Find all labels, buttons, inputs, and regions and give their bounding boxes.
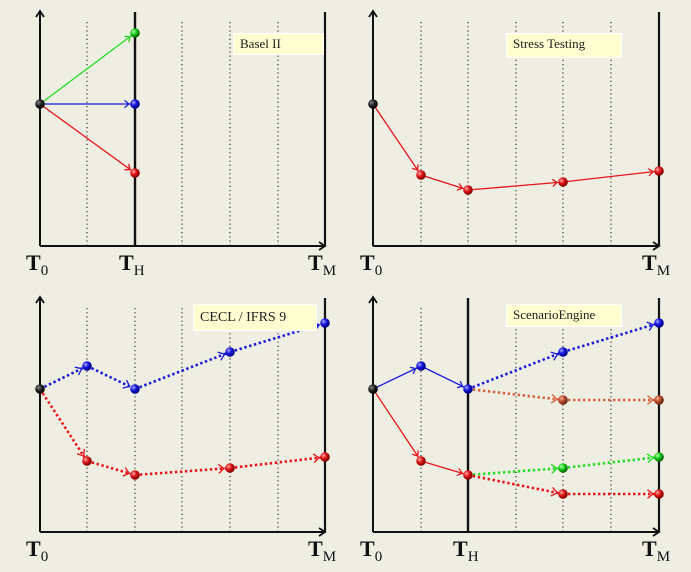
axis-label-t0: T0 (360, 252, 382, 282)
t0-symbol: T (360, 250, 375, 275)
data-point-green (130, 28, 140, 38)
data-point-blue (320, 318, 330, 328)
data-point-green (558, 463, 568, 473)
series-segment-red-history (372, 388, 422, 462)
series-segment-blue-history (420, 365, 469, 390)
t0-subscript: 0 (374, 263, 383, 279)
panel-title-scenario-engine: ScenarioEngine (506, 304, 622, 327)
panel-title-cecl-ifrs9: CECL / IFRS 9 (193, 304, 317, 331)
series-segment-down (39, 103, 136, 174)
tm-subscript: M (322, 263, 337, 279)
series-segment-blue-branch-down (467, 387, 564, 402)
data-point-blue (130, 384, 140, 394)
series-segment-blue-branch-up (467, 350, 564, 391)
axis-label-th: TH (453, 538, 479, 568)
data-point-red (463, 470, 473, 480)
data-point-red (558, 489, 568, 499)
data-point-blue (82, 361, 92, 371)
data-point-red (558, 177, 568, 187)
y-axis-arrow-icon (35, 9, 45, 18)
data-point-red (130, 470, 140, 480)
t0-symbol: T (360, 536, 375, 561)
origin-point (35, 99, 45, 109)
origin-point (368, 384, 378, 394)
data-point-blue (463, 384, 473, 394)
series-segment-upside (229, 321, 326, 354)
series-segment-downside (86, 459, 136, 477)
data-point-red (654, 166, 664, 176)
data-point-red (463, 185, 473, 195)
axis-label-th: TH (119, 252, 145, 282)
data-point-red (416, 170, 426, 180)
data-point-blue (130, 99, 140, 109)
tm-subscript: M (656, 263, 671, 279)
series-segment-red-branch-up (467, 466, 564, 477)
t0-subscript: 0 (374, 549, 383, 565)
data-point-red (320, 452, 330, 462)
t0-symbol: T (26, 536, 41, 561)
tm-subscript: M (322, 549, 337, 565)
t0-subscript: 0 (40, 263, 49, 279)
axis-label-t0: T0 (26, 538, 48, 568)
tm-symbol: T (642, 250, 657, 275)
data-point-red (82, 456, 92, 466)
data-point-blue (225, 347, 235, 357)
data-point-green (654, 452, 664, 462)
panel-title-basel-ii: Basel II (233, 33, 324, 55)
series-segment-upside (39, 364, 88, 391)
series-segment-upside (86, 364, 136, 391)
series-segment-upside (134, 350, 231, 391)
series-segment-stress (562, 170, 660, 183)
tm-subscript: M (656, 549, 671, 565)
series-segment-blue-history (372, 365, 422, 390)
origin-point (368, 99, 378, 109)
series-segment-up (39, 32, 136, 105)
axes (35, 9, 661, 537)
series-segment-red-branch-up (562, 455, 660, 470)
data-point-blue (558, 347, 568, 357)
y-axis-arrow-icon (368, 9, 378, 18)
series-segment-downside (134, 466, 231, 477)
origin-point (35, 384, 45, 394)
series-segment-downside (229, 455, 326, 470)
series-lines (38, 32, 660, 499)
data-point-red (130, 168, 140, 178)
axis-label-t0: T0 (26, 252, 48, 282)
axis-label-tm: TM (642, 538, 670, 568)
data-point-red (416, 456, 426, 466)
axis-label-tm: TM (308, 538, 336, 568)
th-subscript: H (467, 549, 479, 565)
data-point-sienna (558, 395, 568, 405)
y-axis-arrow-icon (368, 295, 378, 304)
series-segment-blue-branch-up (562, 321, 660, 354)
data-point-red (225, 463, 235, 473)
data-point-sienna (654, 395, 664, 405)
data-point-blue (654, 318, 664, 328)
axis-label-t0: T0 (360, 538, 382, 568)
gridlines (86, 22, 612, 532)
panel-title-stress-testing: Stress Testing (506, 33, 622, 58)
series-segment-red-history (420, 460, 469, 476)
tm-symbol: T (642, 536, 657, 561)
axis-label-tm: TM (308, 252, 336, 282)
series-segment-stress (467, 181, 564, 191)
tm-symbol: T (308, 250, 323, 275)
data-point-red (654, 489, 664, 499)
axis-label-tm: TM (642, 252, 670, 282)
series-segment-downside (38, 388, 89, 462)
th-symbol: T (453, 536, 468, 561)
t0-symbol: T (26, 250, 41, 275)
series-segment-red-branch-down (467, 473, 564, 496)
series-segment-stress (420, 174, 469, 191)
y-axis-arrow-icon (35, 295, 45, 304)
tm-symbol: T (308, 536, 323, 561)
data-point-blue (416, 361, 426, 371)
series-segment-stress (372, 103, 422, 176)
t0-subscript: 0 (40, 549, 49, 565)
data-points (35, 28, 664, 499)
th-subscript: H (133, 263, 145, 279)
th-symbol: T (119, 250, 134, 275)
